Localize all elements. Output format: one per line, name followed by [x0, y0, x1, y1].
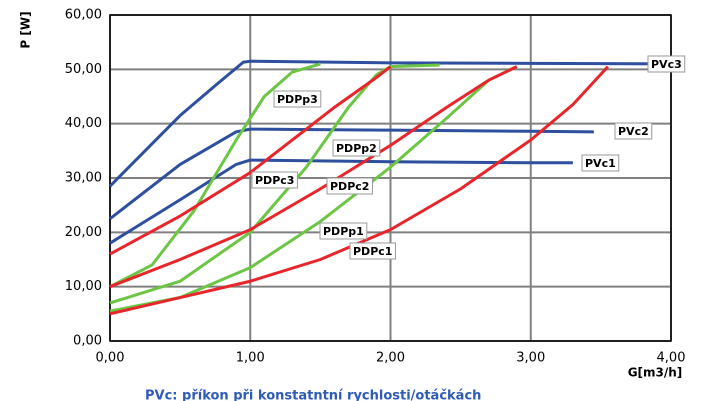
series-label: PDPc1	[349, 242, 396, 260]
series-label: PDPc3	[251, 171, 298, 189]
legend-label: PDPc2	[330, 180, 369, 193]
series-line	[109, 65, 609, 316]
legend-label: PVc1	[585, 157, 616, 170]
legend-label: PDPp2	[336, 142, 377, 155]
series-label: PVc2	[614, 122, 653, 140]
y-tick-label: 10,00	[65, 279, 102, 294]
series-label: PDPp1	[319, 222, 368, 240]
y-axis-label: P [W]	[19, 11, 33, 48]
series-line	[109, 65, 518, 289]
label-box	[251, 171, 298, 189]
series-label: PDPc2	[326, 177, 373, 195]
series-line	[109, 62, 321, 288]
y-tick-label: 60,00	[65, 8, 102, 23]
x-tick-label: 3,00	[516, 351, 545, 366]
label-box	[614, 122, 653, 140]
y-tick-label: 30,00	[65, 171, 102, 186]
series-label: PVc1	[581, 154, 620, 172]
label-box	[647, 55, 686, 73]
note: PVc: příkon při konstatntní rychlosti/ot…	[145, 389, 481, 401]
x-tick-label: 0,00	[96, 351, 125, 366]
legend-label: PDPp1	[323, 225, 364, 238]
plot-border	[109, 14, 672, 342]
x-axis-label: G[m3/h]	[628, 366, 683, 380]
series-label: PVc3	[647, 55, 686, 73]
legend-label: PDPc1	[353, 245, 392, 258]
legend-label: PDPc3	[255, 174, 294, 187]
series-line	[108, 59, 664, 188]
legend-label: PVc3	[651, 58, 682, 71]
series-line	[109, 65, 392, 256]
series-label: PDPp2	[332, 139, 381, 157]
series-line	[109, 158, 573, 245]
legend-label: PDPp3	[277, 93, 318, 106]
x-tick-label: 1,00	[236, 351, 265, 366]
label-box	[319, 222, 368, 240]
x-tick-label: 4,00	[657, 351, 686, 366]
y-tick-label: 20,00	[65, 225, 102, 240]
series-line	[109, 127, 594, 220]
label-box	[581, 154, 620, 172]
label-box	[332, 139, 381, 157]
y-tick-label: 0,00	[73, 334, 102, 349]
y-tick-label: 40,00	[65, 116, 102, 131]
label-box	[326, 177, 373, 195]
label-box	[349, 242, 396, 260]
legend-label: PVc2	[618, 125, 649, 138]
series-label: PDPp3	[273, 90, 322, 108]
y-tick-label: 50,00	[65, 62, 102, 77]
x-tick-label: 2,00	[376, 351, 405, 366]
label-box	[273, 90, 322, 108]
